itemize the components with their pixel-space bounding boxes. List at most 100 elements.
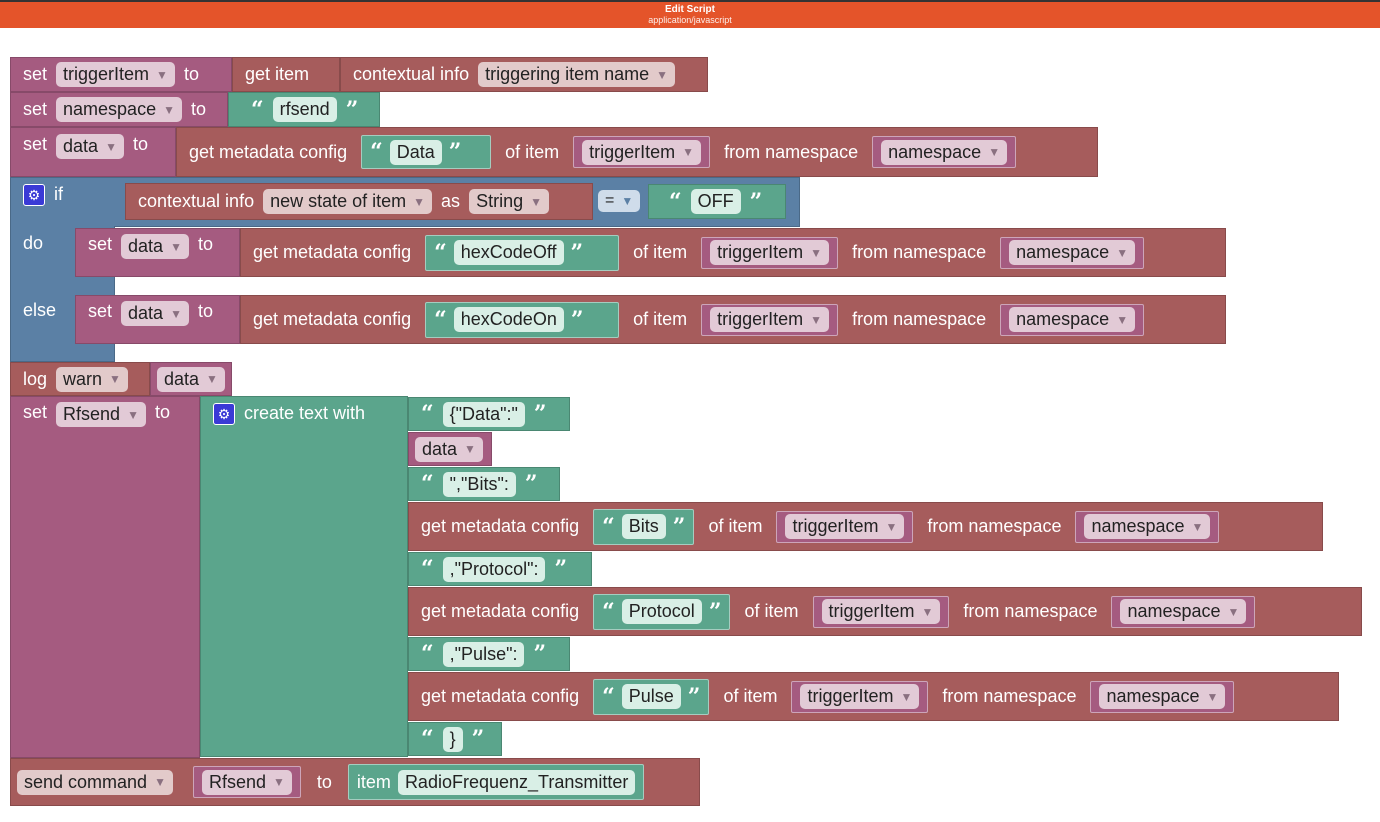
command-dropdown[interactable]: send command ▼ (17, 769, 173, 795)
variable-dropdown[interactable]: namespace ▼ (1009, 307, 1136, 332)
variable-dropdown[interactable]: triggerItem ▼ (710, 240, 830, 265)
variable-dropdown[interactable]: triggerItem ▼ (800, 684, 920, 709)
value: send command (24, 771, 148, 792)
variable-block[interactable]: namespace ▼ (872, 136, 1017, 168)
variable-block[interactable]: triggerItem ▼ (776, 510, 914, 543)
text-field[interactable]: Protocol (621, 599, 702, 624)
text-field[interactable]: rfsend (272, 97, 337, 122)
text-field[interactable]: {"Data":" (442, 401, 525, 427)
variable-dropdown[interactable]: data ▼ (121, 301, 189, 326)
text-field[interactable]: hexCodeOn (453, 307, 564, 332)
variable-dropdown[interactable]: data ▼ (56, 134, 124, 159)
get-metadata-block[interactable]: get metadata config “Protocol” of item t… (408, 587, 1362, 636)
text-block[interactable]: “} ” (408, 722, 502, 756)
text-field[interactable]: Data (389, 139, 442, 165)
variable-dropdown[interactable]: namespace ▼ (1084, 514, 1211, 539)
else-label: else (23, 300, 57, 320)
variable-dropdown[interactable]: data ▼ (121, 234, 189, 259)
set-triggeritem-block[interactable]: set triggerItem ▼ to (10, 57, 232, 92)
log-block[interactable]: log warn ▼ (10, 362, 150, 396)
set-label: set (23, 64, 48, 84)
get-metadata-block[interactable]: get metadata config “Data” of item trigg… (176, 127, 1098, 177)
variable-dropdown[interactable]: namespace ▼ (881, 139, 1008, 165)
set-data-block[interactable]: set data ▼ to (10, 127, 176, 177)
variable-block[interactable]: namespace ▼ (1000, 303, 1145, 336)
text-field[interactable]: Pulse (621, 684, 681, 709)
chevron-down-icon: ▼ (988, 145, 1001, 159)
text-field[interactable]: ","Bits": (442, 471, 516, 497)
variable-dropdown[interactable]: data ▼ (157, 366, 225, 392)
text-block[interactable]: “ rfsend ” (228, 92, 380, 127)
text-block[interactable]: “hexCodeOff” (425, 234, 620, 271)
get-metadata-block[interactable]: get metadata config “Bits” of item trigg… (408, 502, 1323, 551)
text-field[interactable]: Bits (621, 514, 666, 539)
text-field[interactable]: hexCodeOff (453, 240, 564, 265)
variable-dropdown[interactable]: namespace ▼ (56, 97, 182, 122)
set-rfsend-block[interactable]: set Rfsend ▼ to (10, 396, 200, 758)
gear-icon[interactable]: ⚙ (23, 184, 45, 206)
text-block[interactable]: “ ,"Pulse": ” (408, 637, 570, 671)
variable-dropdown[interactable]: namespace ▼ (1120, 599, 1247, 624)
item-block[interactable]: item RadioFrequenz_Transmitter (347, 764, 645, 800)
text-block[interactable]: “ OFF ” (648, 184, 786, 219)
variable-block[interactable]: data ▼ (150, 362, 232, 396)
get-metadata-block[interactable]: get metadata config “hexCodeOff” of item… (240, 228, 1226, 277)
variable-dropdown[interactable]: data ▼ (415, 436, 483, 462)
set-data-block[interactable]: set data ▼ to (75, 295, 240, 344)
value: namespace (63, 99, 157, 119)
text-block[interactable]: “Data” (361, 135, 492, 169)
text-field[interactable]: } (442, 726, 463, 752)
text-field[interactable]: OFF (690, 189, 741, 214)
context-dropdown[interactable]: new state of item ▼ (263, 189, 433, 214)
chevron-down-icon: ▼ (656, 67, 669, 82)
type-dropdown[interactable]: String ▼ (469, 189, 549, 214)
text-block[interactable]: “ {"Data":" ” (408, 397, 570, 431)
variable-dropdown[interactable]: Rfsend ▼ (56, 402, 146, 427)
variable-block[interactable]: namespace ▼ (1075, 510, 1220, 543)
variable-block[interactable]: namespace ▼ (1090, 680, 1235, 713)
variable-block[interactable]: triggerItem ▼ (573, 136, 711, 168)
variable-block[interactable]: data ▼ (408, 432, 492, 466)
set-namespace-block[interactable]: set namespace ▼ to (10, 92, 228, 127)
value: = (605, 192, 615, 209)
variable-block[interactable]: namespace ▼ (1000, 236, 1145, 269)
variable-block[interactable]: triggerItem ▼ (812, 595, 950, 628)
get-item-block[interactable]: get item (232, 57, 340, 92)
variable-dropdown[interactable]: namespace ▼ (1099, 684, 1226, 709)
get-metadata-label: get metadata config (421, 516, 580, 536)
variable-dropdown[interactable]: Rfsend ▼ (201, 769, 292, 795)
variable-block[interactable]: triggerItem ▼ (791, 680, 929, 713)
text-block[interactable]: “Pulse” (593, 678, 710, 715)
operator-dropdown[interactable]: = ▼ (598, 190, 641, 212)
send-command-block[interactable]: send command ▼ Rfsend ▼ to item RadioFreque… (10, 758, 700, 806)
item-name-field[interactable]: RadioFrequenz_Transmitter (397, 769, 636, 795)
context-dropdown[interactable]: triggering item name ▼ (478, 62, 676, 87)
get-metadata-block[interactable]: get metadata config “hexCodeOn” of item … (240, 295, 1226, 344)
variable-dropdown[interactable]: namespace ▼ (1009, 240, 1136, 265)
log-level-dropdown[interactable]: warn ▼ (56, 366, 128, 392)
variable-dropdown[interactable]: triggerItem ▼ (785, 514, 905, 539)
text-block[interactable]: “hexCodeOn” (425, 301, 620, 338)
variable-dropdown[interactable]: triggerItem ▼ (56, 62, 175, 87)
variable-block[interactable]: triggerItem ▼ (701, 303, 839, 336)
variable-block[interactable]: Rfsend ▼ (192, 766, 301, 798)
variable-dropdown[interactable]: triggerItem ▼ (710, 307, 830, 332)
get-metadata-block[interactable]: get metadata config “Pulse” of item trig… (408, 672, 1339, 721)
set-data-block[interactable]: set data ▼ to (75, 228, 240, 277)
close-quote-icon: ” (687, 683, 701, 710)
variable-block[interactable]: namespace ▼ (1111, 595, 1256, 628)
text-block[interactable]: “Protocol” (593, 593, 731, 630)
variable-dropdown[interactable]: triggerItem ▼ (582, 139, 702, 165)
text-field[interactable]: ,"Pulse": (442, 641, 525, 667)
text-field[interactable]: ,"Protocol": (442, 556, 546, 582)
create-text-block[interactable]: ⚙ create text with (200, 396, 408, 757)
text-block[interactable]: “Bits” (593, 508, 695, 545)
gear-icon[interactable]: ⚙ (213, 403, 235, 425)
contextual-info-block[interactable]: contextual info new state of item ▼ as St… (125, 183, 593, 220)
contextual-info-block[interactable]: contextual info triggering item name ▼ (340, 57, 708, 92)
text-block[interactable]: “ ","Bits": ” (408, 467, 560, 501)
text-block[interactable]: “ ,"Protocol": ” (408, 552, 592, 586)
variable-dropdown[interactable]: triggerItem ▼ (821, 599, 941, 624)
variable-block[interactable]: triggerItem ▼ (701, 236, 839, 269)
close-quote-icon: ” (708, 598, 722, 625)
